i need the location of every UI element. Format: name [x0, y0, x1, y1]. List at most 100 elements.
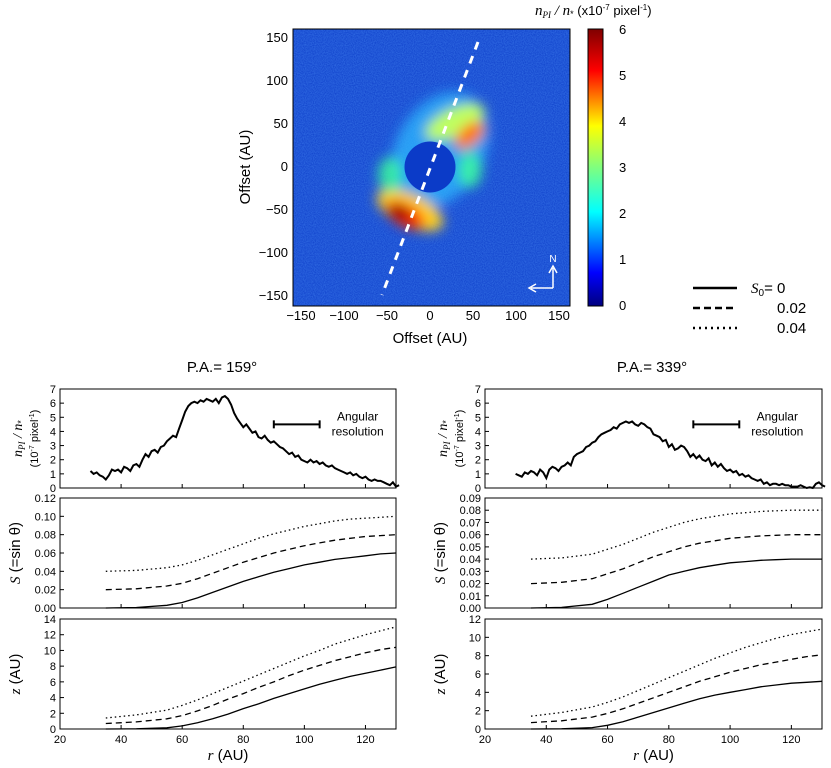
ytick-label: 12 [44, 630, 56, 642]
ytick-label: 0.01 [460, 591, 481, 603]
ytick-label: 14 [44, 614, 56, 626]
annotation-line1: Angular [757, 409, 798, 423]
ytick-label: 0.06 [35, 548, 56, 560]
ylabel-part: -1 [454, 413, 461, 419]
xtick-label: 60 [176, 734, 188, 746]
ytick-label: 0 [50, 724, 56, 736]
ytick-label: 4 [50, 693, 56, 705]
ytick-label: 4 [475, 426, 481, 438]
image-ytick: 100 [266, 73, 288, 88]
ytick-label: 2 [475, 455, 481, 467]
image-xtick: 0 [426, 308, 433, 323]
xtick-label: 60 [601, 734, 613, 746]
ylabel-brightness: nPI / n* [436, 420, 452, 457]
ylabel-brightness-unit: (10-7 pixel-1) [454, 410, 466, 468]
ytick-label: 0.06 [460, 530, 481, 542]
ytick-label: 3 [50, 441, 56, 453]
ytick-label: 7 [50, 384, 56, 396]
colorbar-tick: 5 [619, 68, 626, 83]
series-S0=0 [530, 680, 823, 730]
image-ylabel: Offset (AU) [237, 130, 254, 205]
ytick-label: 10 [44, 645, 56, 657]
series-S0=0 [105, 666, 397, 730]
ylabel-part: PI [17, 440, 27, 450]
ylabel-part: S [8, 576, 24, 584]
ylabel-brightness: nPI / n* [11, 420, 27, 457]
ylabel-part: (10 [29, 451, 41, 467]
compass-east-head [527, 283, 537, 293]
annotation-line2: resolution [751, 424, 803, 438]
ytick-label: 0.00 [460, 603, 481, 615]
ylabel-S: S (=sin θ) [432, 522, 449, 584]
image-xtick: −150 [286, 308, 315, 323]
ylabel-part: -7 [29, 445, 36, 451]
series-S0=0.04 [105, 626, 397, 719]
ytick-label: 0.08 [460, 505, 481, 517]
xtick-label: 100 [295, 734, 313, 746]
ylabel-part: S [433, 576, 449, 584]
colorbar-tick: 6 [619, 22, 626, 37]
image-ytick: 0 [281, 159, 288, 174]
ytick-label: 10 [469, 632, 481, 644]
column-title-pa339: P.A.= 339° [617, 359, 687, 376]
xtick-label: 120 [782, 734, 800, 746]
colorbar-tick: 2 [619, 206, 626, 221]
ylabel-part: / n [436, 424, 451, 442]
ylabel-part: z [8, 688, 24, 695]
ytick-label: 0.07 [460, 517, 481, 529]
ylabel-part: * [441, 420, 451, 424]
image-ytick: −50 [266, 202, 288, 217]
ylabel-part: -7 [454, 445, 461, 451]
occulting-mask [404, 141, 456, 193]
ytick-label: 7 [475, 384, 481, 396]
xtick-label: 120 [356, 734, 374, 746]
ylabel-part: ) [29, 410, 41, 414]
ytick-label: 0.10 [35, 511, 56, 523]
xlabel-r: r (AU) [633, 747, 674, 764]
xlabel-part: (AU) [213, 747, 248, 764]
image-yticks: 150 100 50 0 −50 −100 −150 [259, 30, 288, 303]
xtick-label: 40 [115, 734, 127, 746]
xtick-label: 40 [540, 734, 552, 746]
ylabel-part: ) [454, 410, 466, 414]
ytick-label: 2 [475, 706, 481, 718]
panel-S: 0.00 0.02 0.04 0.06 0.08 0.10 0.12 S (=sin θ) [7, 493, 397, 615]
image-xtick: −100 [329, 308, 358, 323]
ytick-label: 0.05 [460, 542, 481, 554]
image-xticks: −150 −100 −50 0 50 100 150 [286, 308, 570, 323]
ytick-label: 2 [50, 708, 56, 720]
ytick-label: 0.04 [460, 554, 481, 566]
ytick-label: 2 [50, 455, 56, 467]
ytick-label: 1 [475, 469, 481, 481]
ytick-label: 0.12 [35, 493, 56, 505]
legend: S0= 0 0.02 0.04 [693, 280, 806, 337]
ytick-label: 8 [475, 651, 481, 663]
column-title-pa159: P.A.= 159° [187, 359, 257, 376]
xtick-label: 20 [54, 734, 66, 746]
colorbar-label: nPI / n* (x10-7 pixel-1) [535, 3, 652, 20]
ytick-label: 0.08 [35, 530, 56, 542]
colorbar-tick: 4 [619, 114, 626, 129]
position-angle-line [380, 41, 480, 296]
image-xtick: −50 [376, 308, 398, 323]
image-xtick: 100 [505, 308, 527, 323]
panel-S: 0.000.010.020.030.040.050.060.070.080.09… [432, 493, 823, 615]
annotation-line1: Angular [337, 409, 378, 423]
ytick-label: 6 [50, 677, 56, 689]
image-ytick: 150 [266, 30, 288, 45]
colorbar-tick: 3 [619, 160, 626, 175]
xtick-label: 80 [663, 734, 675, 746]
image-xlabel: Offset (AU) [393, 330, 468, 347]
ytick-label: 0.03 [460, 566, 481, 578]
series-S0=0 [530, 558, 822, 609]
series-S0=0.02 [105, 646, 397, 725]
ylabel-part: pixel [454, 420, 466, 446]
colorbar-tick: 0 [619, 298, 626, 313]
ytick-label: 8 [50, 661, 56, 673]
